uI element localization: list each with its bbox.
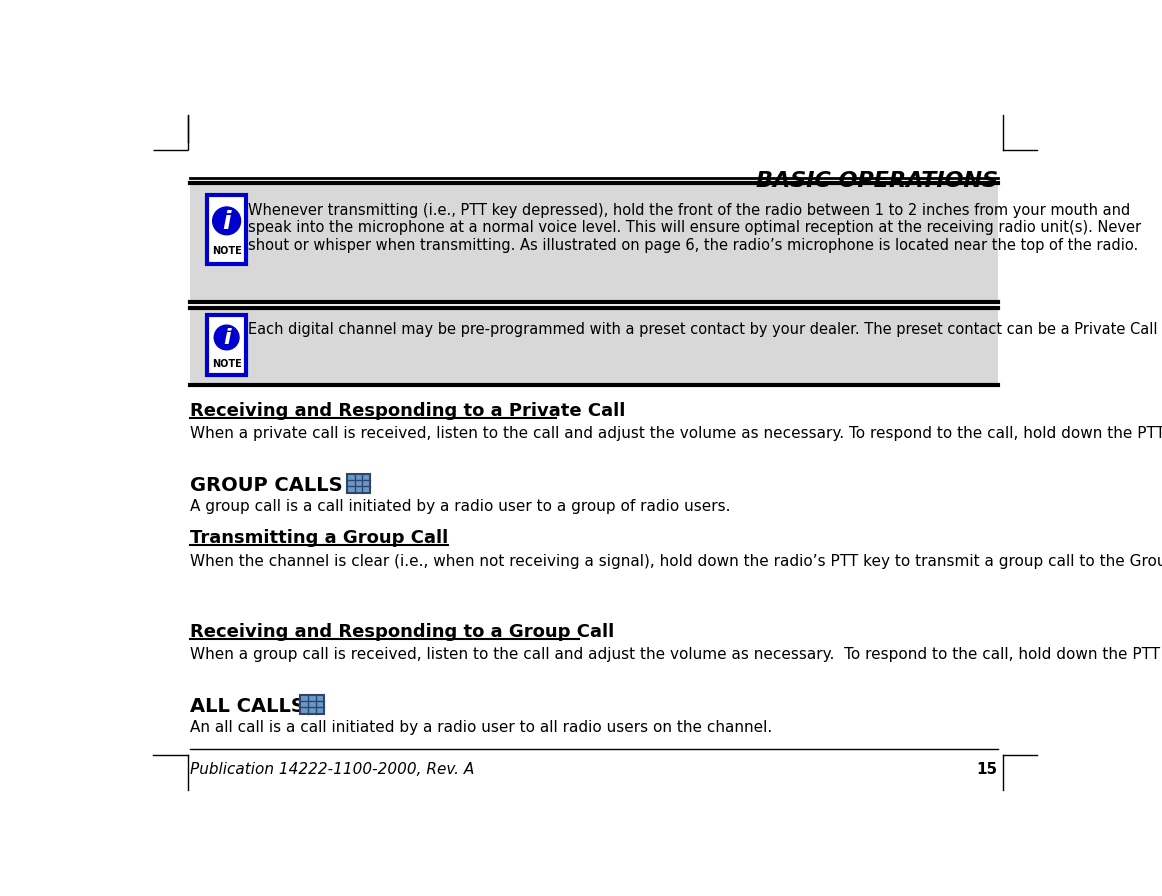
FancyBboxPatch shape (207, 314, 246, 375)
FancyBboxPatch shape (207, 194, 246, 263)
Text: A group call is a call initiated by a radio user to a group of radio users.: A group call is a call initiated by a ra… (191, 499, 731, 513)
Text: Transmitting a Group Call: Transmitting a Group Call (191, 530, 449, 547)
Text: Publication 14222-1100-2000, Rev. A: Publication 14222-1100-2000, Rev. A (191, 762, 474, 777)
Text: i: i (223, 328, 230, 349)
Text: Receiving and Responding to a Group Call: Receiving and Responding to a Group Call (191, 624, 615, 642)
Text: Each digital channel may be pre-programmed with a preset contact by your dealer.: Each digital channel may be pre-programm… (249, 323, 1162, 338)
Text: NOTE: NOTE (211, 246, 242, 256)
Text: BASIC OPERATIONS: BASIC OPERATIONS (755, 170, 998, 191)
FancyBboxPatch shape (346, 474, 370, 493)
Text: ALL CALLS: ALL CALLS (191, 696, 306, 716)
Text: NOTE: NOTE (211, 359, 242, 369)
Text: When the channel is clear (i.e., when not receiving a signal), hold down the rad: When the channel is clear (i.e., when no… (191, 554, 1162, 569)
Text: When a private call is received, listen to the call and adjust the volume as nec: When a private call is received, listen … (191, 426, 1162, 441)
Text: i: i (222, 210, 231, 234)
FancyBboxPatch shape (191, 308, 998, 385)
Text: GROUP CALLS: GROUP CALLS (191, 476, 343, 495)
Text: When a group call is received, listen to the call and adjust the volume as neces: When a group call is received, listen to… (191, 647, 1162, 661)
Text: An all call is a call initiated by a radio user to all radio users on the channe: An all call is a call initiated by a rad… (191, 719, 773, 735)
FancyBboxPatch shape (191, 183, 998, 302)
Circle shape (214, 325, 239, 349)
Text: Whenever transmitting (i.e., PTT key depressed), hold the front of the radio bet: Whenever transmitting (i.e., PTT key dep… (249, 203, 1141, 253)
FancyBboxPatch shape (300, 695, 323, 713)
Text: Receiving and Responding to a Private Call: Receiving and Responding to a Private Ca… (191, 402, 625, 420)
Circle shape (213, 207, 241, 235)
Text: 15: 15 (976, 762, 998, 777)
